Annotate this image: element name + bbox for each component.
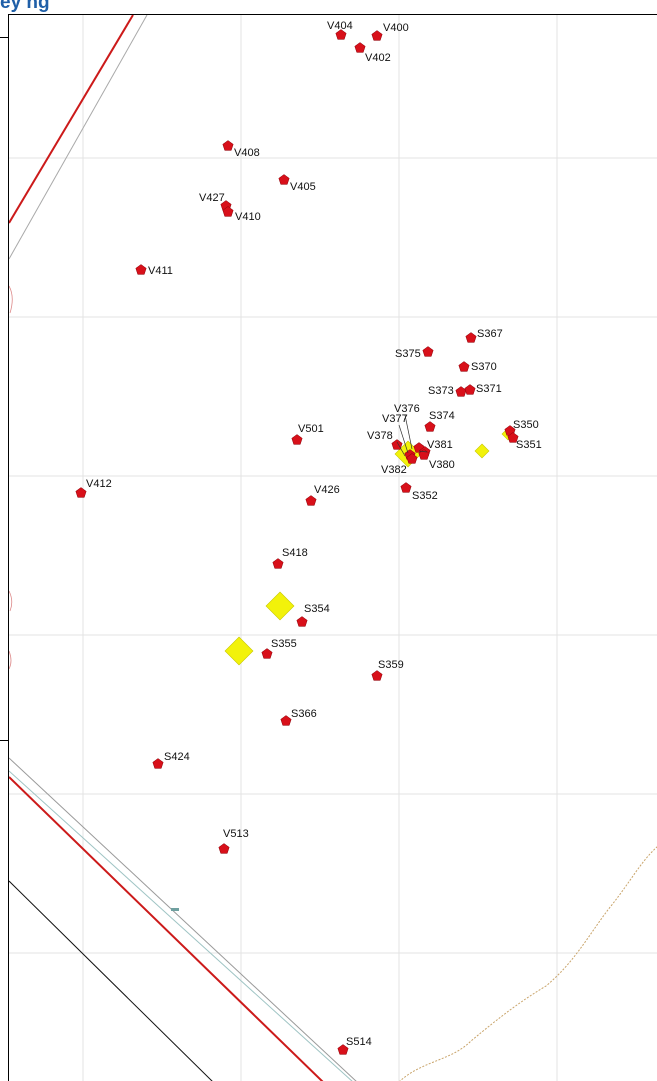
pentagon-marker-icon[interactable] [406,453,418,464]
feature-label: S359 [378,659,404,671]
pentagon-marker-icon[interactable] [335,29,347,40]
map-frame[interactable]: V404 V400 V402 V408 V405 V427 V410 V411 S367 S375… [8,14,657,1081]
highlight-layer [224,427,515,666]
feature-label: V376 [394,403,420,415]
feature-label: S374 [429,410,455,422]
pentagon-marker-icon[interactable] [422,346,434,357]
header-text: ey ng [0,0,50,13]
feature-label: V404 [327,20,353,32]
feature-label: S350 [513,419,539,431]
map-canvas[interactable]: V404 V400 V402 V408 V405 V427 V410 V411 S367 S375… [9,15,657,1081]
pentagon-marker-icon[interactable] [291,434,303,445]
contour-line [399,846,657,1081]
leader-line [418,450,428,453]
pentagon-marker-icon[interactable] [152,758,164,769]
diamond-marker-icon [224,636,254,666]
feature-label: S351 [516,439,542,451]
pentagon-marker-icon[interactable] [458,361,470,372]
pentagon-marker-icon[interactable] [222,206,234,217]
feature-label: S367 [477,328,503,340]
feature-label: V400 [383,22,409,34]
boundary-red-bottom [9,776,324,1081]
feature-label: S355 [271,638,297,650]
boundary-grey-bottom [9,757,357,1081]
pentagon-marker-icon[interactable] [371,670,383,681]
diamond-marker-icon [474,443,490,459]
pentagon-marker-icon[interactable] [400,482,412,493]
feature-label: V377 [382,413,408,425]
left-edge-arc-3 [9,650,12,670]
leader-line [404,414,413,450]
boundary-lines [9,15,657,1081]
diamond-marker-icon [265,591,295,621]
feature-label: V412 [86,478,112,490]
feature-label: V410 [235,211,261,223]
feature-label: S366 [291,708,317,720]
feature-label: S354 [304,603,330,615]
label-layer: V404 V400 V402 V408 V405 V427 V410 V411 S367 S375… [86,20,542,1048]
leader-line [396,441,406,457]
pentagon-marker-icon[interactable] [354,42,366,53]
pentagon-marker-icon[interactable] [278,174,290,185]
feature-label: S424 [164,751,190,763]
feature-label: S371 [476,383,502,395]
boundary-marker [171,908,179,911]
pentagon-marker-icon[interactable] [507,432,519,443]
feature-label: S373 [428,385,454,397]
feature-label: V380 [429,459,455,471]
feature-label: S375 [395,348,421,360]
pentagon-marker-icon[interactable] [280,715,292,726]
pentagon-marker-icon[interactable] [218,843,230,854]
feature-label: V402 [365,52,391,64]
grid-lines [9,15,657,1081]
feature-label: S418 [282,547,308,559]
leader-line [398,424,409,454]
pentagon-marker-icon[interactable] [465,332,477,343]
pentagon-marker-icon[interactable] [261,648,273,659]
boundary-teal-bottom [9,770,353,1081]
pentagon-marker-icon[interactable] [424,421,436,432]
feature-label: S514 [346,1036,372,1048]
pentagon-marker-icon[interactable] [222,140,234,151]
boundary-black-bottom [9,880,213,1081]
feature-label: V411 [148,265,173,277]
pentagon-marker-icon[interactable] [75,487,87,498]
feature-label: V501 [298,423,324,435]
feature-layer [75,29,519,1055]
pentagon-marker-icon[interactable] [305,495,317,506]
feature-label: V381 [427,439,453,451]
boundary-red-top [9,15,134,224]
pentagon-marker-icon[interactable] [455,386,467,397]
frame-tick-top [0,37,9,38]
leader-lines [396,414,428,457]
pentagon-marker-icon[interactable] [272,558,284,569]
feature-label: V513 [223,828,249,840]
feature-label: S370 [471,361,497,373]
feature-label: V382 [381,464,407,476]
feature-label: V378 [367,430,393,442]
pentagon-marker-icon[interactable] [135,264,147,275]
pentagon-marker-icon[interactable] [337,1044,349,1055]
feature-label: S352 [412,490,438,502]
pentagon-marker-icon[interactable] [296,616,308,627]
header-band: ey ng [0,0,657,14]
pentagon-marker-icon[interactable] [371,30,383,41]
feature-label: V427 [199,192,225,204]
feature-label: V405 [290,181,316,193]
pentagon-marker-icon[interactable] [464,384,476,395]
boundary-grey-top [9,15,148,260]
left-edge-arc-2 [9,590,13,612]
left-edge-arc-1 [9,285,13,314]
feature-label: V408 [234,147,260,159]
frame-tick-bottom [0,740,9,741]
feature-label: V426 [314,484,340,496]
